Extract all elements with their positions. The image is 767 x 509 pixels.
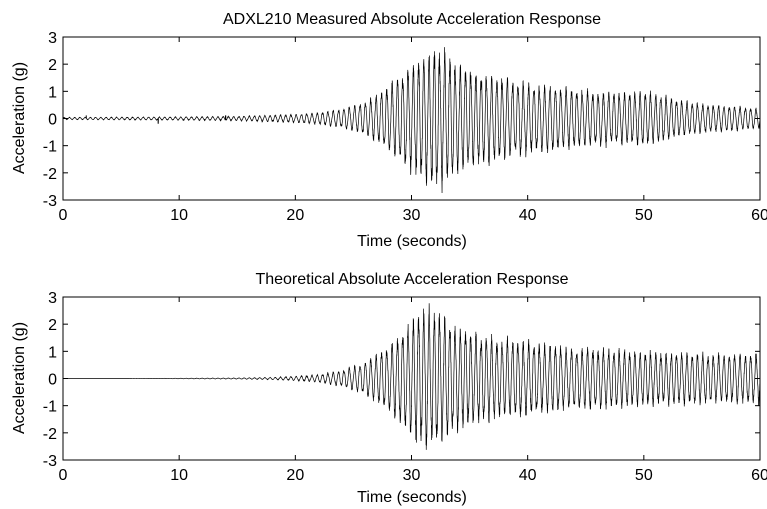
bottom-x-tick-label: 60	[751, 467, 767, 484]
bottom-x-tick-label: 40	[519, 467, 537, 484]
top-x-tick-label: 40	[519, 207, 537, 224]
bottom-data-series	[63, 303, 761, 450]
bottom-y-tick-label: 0	[48, 372, 57, 389]
top-y-tick-label: 3	[48, 30, 57, 47]
bottom-y-tick-label: -1	[43, 399, 57, 416]
top-y-tick-label: -1	[43, 139, 57, 156]
top-x-tick-label: 20	[286, 207, 304, 224]
top-plot-area	[62, 36, 761, 201]
top-y-tick-label: -3	[43, 193, 57, 210]
bottom-x-tick-label: 0	[59, 467, 68, 484]
top-y-axis-label: Acceleration (g)	[11, 62, 28, 174]
top-x-tick-label: 50	[635, 207, 653, 224]
bottom-y-tick-label: -3	[43, 453, 57, 470]
bottom-x-tick-label: 30	[403, 467, 421, 484]
bottom-acceleration-line	[63, 303, 761, 450]
top-y-tick-label: 2	[48, 57, 57, 74]
bottom-x-tick-label: 20	[286, 467, 304, 484]
top-x-axis-label: Time (seconds)	[357, 233, 467, 250]
top-acceleration-line	[62, 47, 761, 194]
top-chart-panel: ADXL210 Measured Absolute Acceleration R…	[11, 11, 767, 250]
bottom-y-tick-label: -2	[43, 426, 57, 443]
bottom-y-tick-label: 2	[48, 317, 57, 334]
top-y-tick-label: 0	[48, 112, 57, 129]
bottom-x-tick-label: 50	[635, 467, 653, 484]
top-x-tick-label: 0	[59, 207, 68, 224]
bottom-y-tick-label: 3	[48, 290, 57, 307]
top-x-tick-label: 10	[170, 207, 188, 224]
top-y-tick-label: 1	[48, 84, 57, 101]
bottom-y-tick-label: 1	[48, 344, 57, 361]
top-x-tick-label: 30	[403, 207, 421, 224]
top-x-tick-label: 60	[751, 207, 767, 224]
bottom-x-tick-label: 10	[170, 467, 188, 484]
bottom-x-axis-label: Time (seconds)	[357, 489, 467, 506]
bottom-y-axis-label: Acceleration (g)	[11, 322, 28, 434]
top-data-series	[62, 47, 761, 194]
bottom-chart-panel: Theoretical Absolute Acceleration Respon…	[11, 271, 767, 506]
top-chart-title: ADXL210 Measured Absolute Acceleration R…	[223, 11, 601, 28]
top-y-tick-label: -2	[43, 166, 57, 183]
bottom-chart-title: Theoretical Absolute Acceleration Respon…	[255, 271, 568, 288]
